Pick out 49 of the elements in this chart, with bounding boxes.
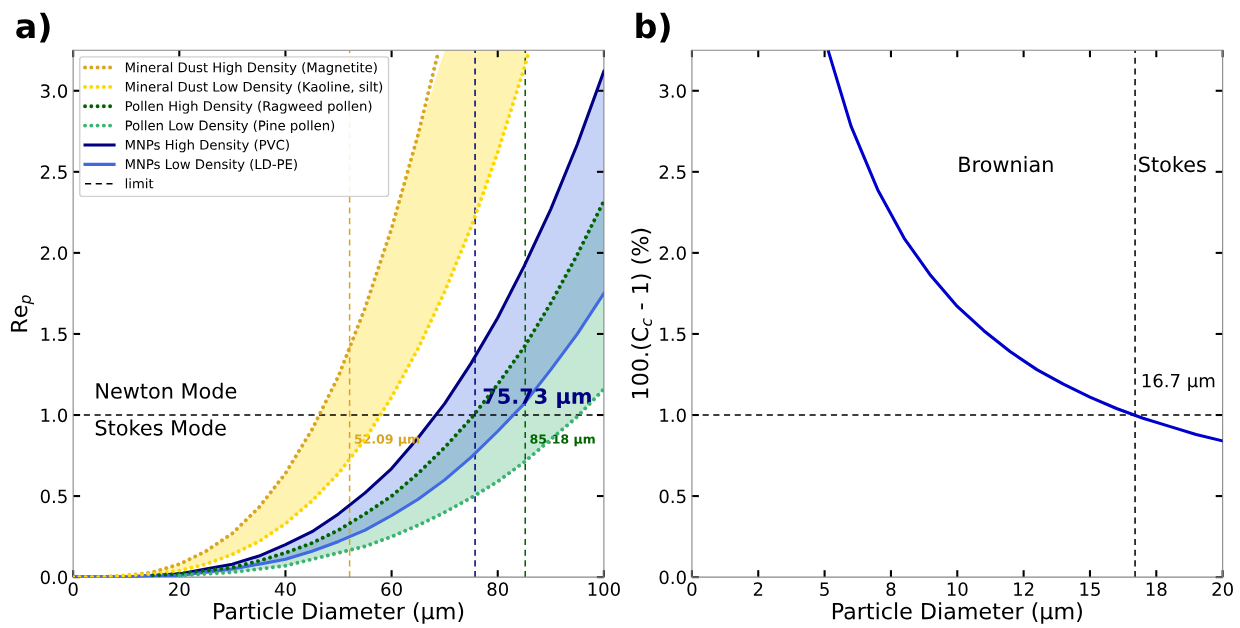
- x-tick-label: 18: [1146, 582, 1167, 596]
- legend-label: Mineral Dust High Density (Magnetite): [125, 62, 377, 75]
- chart-title: a): [16, 12, 50, 43]
- x-tick-label: 10: [947, 582, 968, 596]
- x-tick-label: 0: [68, 582, 78, 596]
- x-tick-label: 60: [381, 582, 402, 596]
- ref-line-label: 16.7 μm: [1142, 373, 1215, 391]
- y-tick-label: 1.5: [660, 327, 686, 342]
- x-tick-label: 15: [1080, 582, 1100, 596]
- x-tick-label: 8: [886, 582, 896, 596]
- x-tick-label: 20: [1212, 582, 1233, 596]
- legend-label: MNPs High Density (PVC): [125, 139, 289, 153]
- y-tick-label: 0.5: [659, 489, 686, 504]
- x-tick-label: 0: [687, 582, 697, 596]
- x-tick-label: 5: [820, 582, 829, 596]
- legend-label: Mineral Dust Low Density (Kaoline, silt): [125, 81, 383, 95]
- x-tick-label: 12: [1014, 582, 1034, 596]
- y-tick-label: 1.0: [41, 408, 68, 423]
- y-tick-label: 2.5: [659, 165, 686, 179]
- y-tick-label: 3.0: [659, 84, 686, 98]
- legend-label: Pollen Low Density (Pine pollen): [125, 120, 335, 133]
- ref-line-label: 75.73 μm: [483, 388, 591, 409]
- legend-label: limit: [125, 178, 154, 189]
- y-tick-label: 0.5: [40, 489, 67, 504]
- x-tick-label: 80: [487, 582, 509, 596]
- x-tick-label: 100: [588, 582, 620, 596]
- annotation: Stokes Mode: [95, 419, 226, 436]
- y-axis-title: 100.(C$_{c}$ - 1) (%): [631, 228, 653, 399]
- x-axis-title: Particle Diameter (μm): [214, 602, 464, 624]
- legend-label: MNPs Low Density (LD-PE): [125, 158, 297, 172]
- y-tick-label: 2.0: [659, 246, 686, 261]
- x-axis-title: Particle Diameter (μm): [832, 602, 1082, 624]
- x-tick-label: 40: [274, 582, 296, 596]
- legend-label: Pollen High Density (Ragweed pollen): [125, 100, 372, 114]
- y-axis-title: Re$_{p}$: [10, 295, 34, 332]
- ref-line-label: 85.18 μm: [530, 434, 595, 447]
- y-tick-label: 0.0: [40, 570, 68, 585]
- y-tick-label: 1.5: [41, 327, 67, 342]
- y-tick-label: 2.0: [40, 246, 68, 261]
- annotation: Stokes: [1139, 156, 1206, 173]
- y-tick-label: 2.5: [40, 165, 67, 179]
- y-tick-label: 1.0: [660, 408, 686, 423]
- y-tick-label: 0.0: [659, 570, 686, 585]
- chart-title: b): [636, 12, 670, 43]
- annotation: Newton Mode: [96, 382, 237, 399]
- x-tick-label: 2: [753, 582, 763, 596]
- x-tick-label: 20: [169, 582, 190, 596]
- annotation: Brownian: [959, 156, 1053, 173]
- y-tick-label: 3.0: [40, 84, 68, 98]
